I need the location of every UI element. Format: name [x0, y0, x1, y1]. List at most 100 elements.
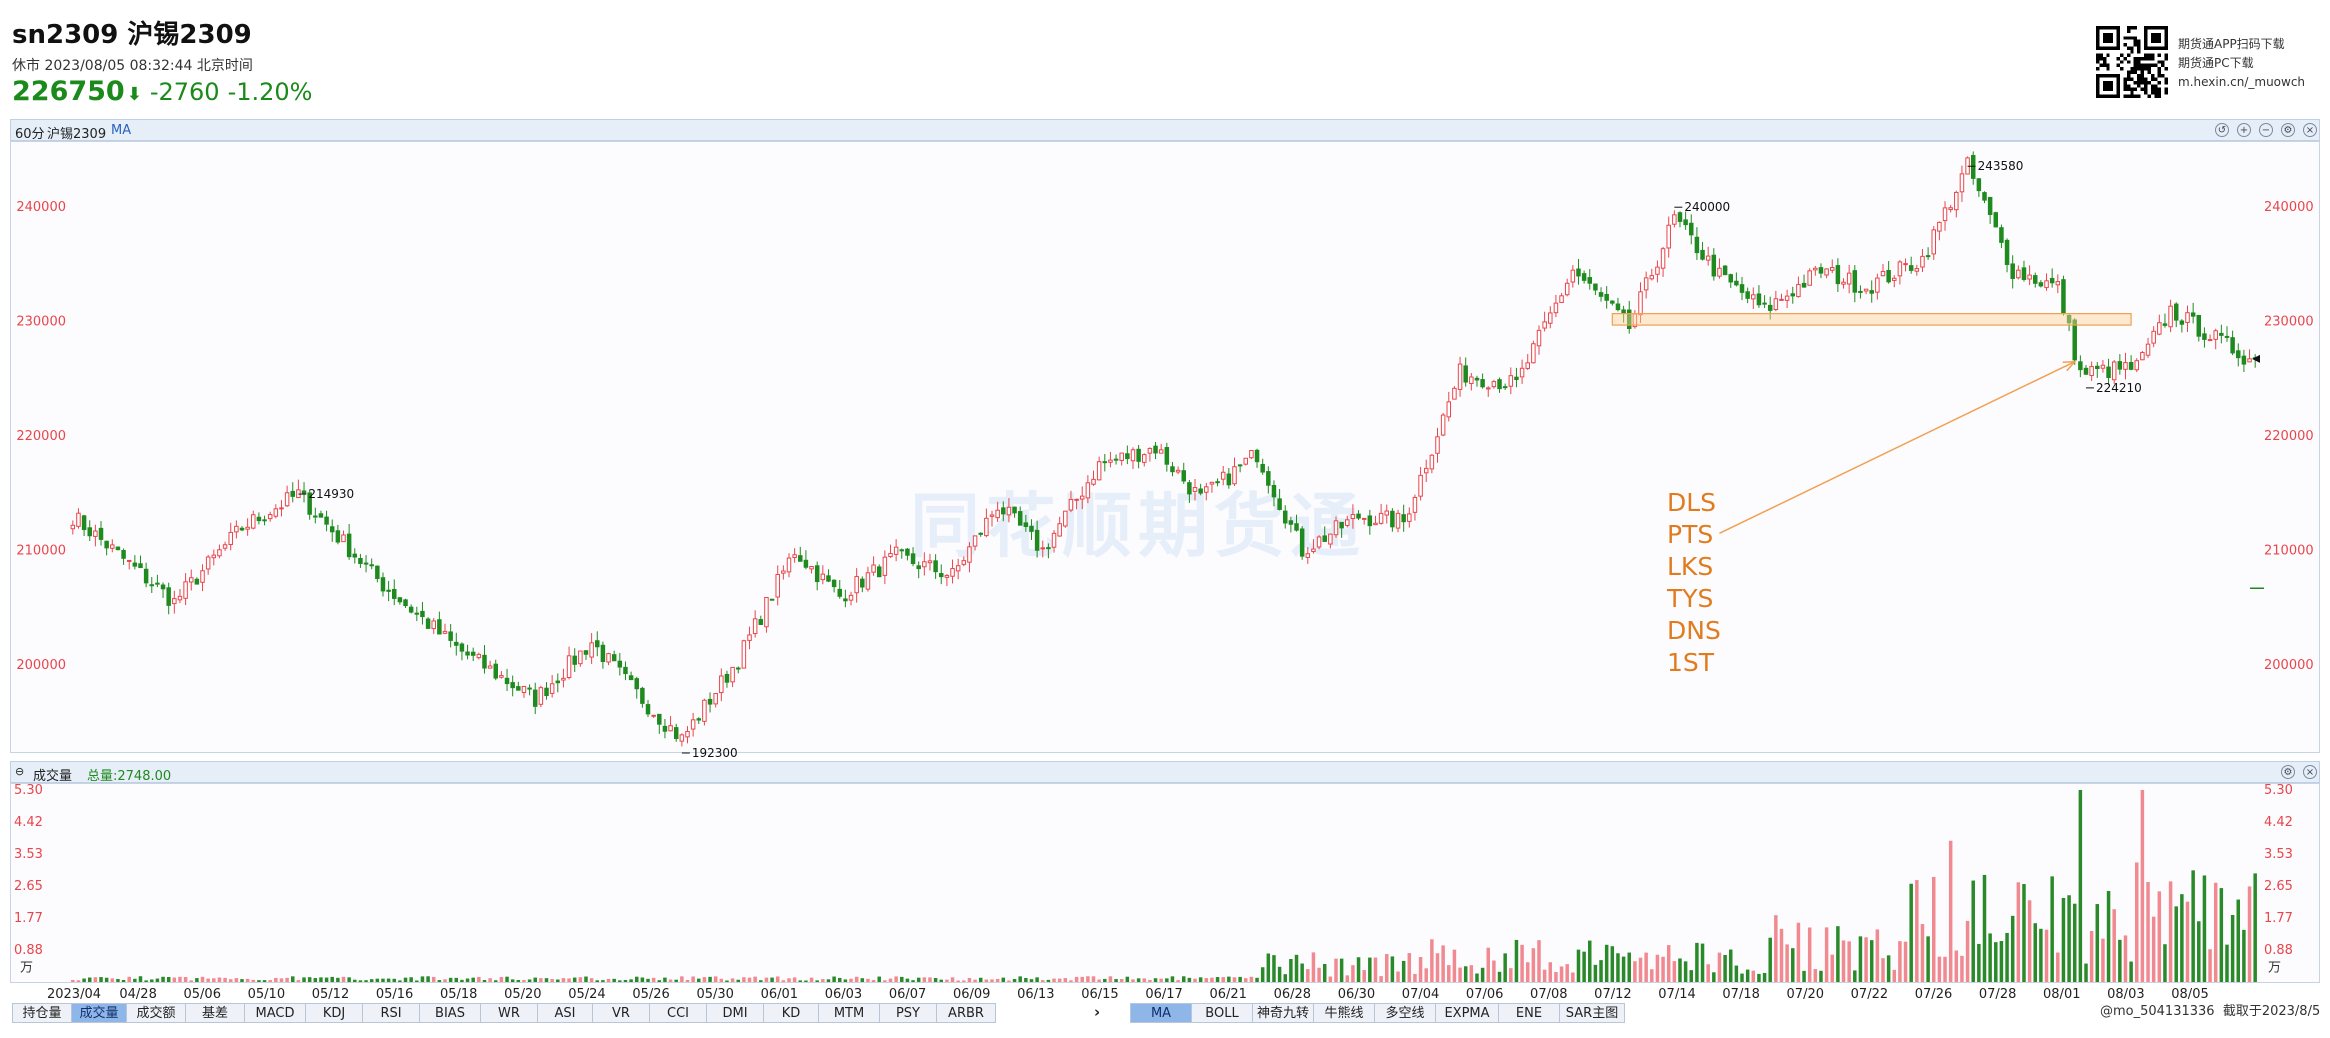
- candle-body: [1418, 474, 1423, 497]
- candle-body: [1356, 513, 1361, 519]
- volume-bar: [1204, 978, 1209, 982]
- candle-body: [961, 560, 967, 565]
- tab-10[interactable]: VR: [592, 1003, 650, 1023]
- tab-0[interactable]: 持仓量: [12, 1003, 72, 1023]
- candle-body: [290, 490, 295, 497]
- candle-body: [1260, 463, 1265, 473]
- reset-icon[interactable]: ↺: [2215, 123, 2229, 137]
- indicator-tab-0[interactable]: MA: [1130, 1003, 1192, 1023]
- candle-body: [837, 588, 842, 597]
- indicator-tab-1[interactable]: BOLL: [1191, 1003, 1253, 1023]
- candle-body: [1790, 293, 1796, 297]
- main-panel-toolbar: 60分 沪锡2309 MA ↺ + − ⚙ ×: [10, 119, 2320, 142]
- volume-bar: [1283, 974, 1287, 982]
- volume-bar: [212, 978, 216, 982]
- price-tick-right: 230000: [2264, 315, 2314, 330]
- volume-bar: [2146, 882, 2150, 982]
- indicator-tab-4[interactable]: 多空线: [1374, 1003, 1436, 1023]
- volume-bar: [1119, 979, 1124, 982]
- promo-app[interactable]: 期货通APP扫码下载: [2178, 37, 2285, 51]
- candle-body: [363, 562, 369, 565]
- tab-1[interactable]: 成交量: [71, 1003, 127, 1023]
- tab-5[interactable]: KDJ: [305, 1003, 363, 1023]
- promo-url[interactable]: m.hexin.cn/_muowch: [2178, 75, 2306, 89]
- volume-bar: [2022, 884, 2026, 982]
- price-label: 243580: [1978, 159, 2024, 173]
- volume-bar: [307, 977, 312, 982]
- candle-body: [1858, 290, 1863, 293]
- indicator-tab-5[interactable]: EXPMA: [1435, 1003, 1499, 1023]
- tab-13[interactable]: KD: [763, 1003, 819, 1023]
- volume-bar: [702, 977, 707, 982]
- tab-2[interactable]: 成交额: [126, 1003, 186, 1023]
- tab-11[interactable]: CCI: [649, 1003, 707, 1023]
- volume-bar: [1086, 976, 1090, 982]
- tab-14[interactable]: MTM: [818, 1003, 880, 1023]
- volume-bar: [398, 980, 402, 982]
- tab-15[interactable]: PSY: [879, 1003, 937, 1023]
- tab-3[interactable]: 基差: [185, 1003, 245, 1023]
- candle-body: [561, 677, 566, 681]
- chevron-right-icon[interactable]: ›: [1094, 1003, 1101, 1021]
- candle-body: [93, 530, 98, 537]
- annotation-item: DLS: [1667, 488, 1717, 517]
- close-icon[interactable]: ×: [2303, 765, 2317, 779]
- period-label[interactable]: 60分: [15, 127, 45, 142]
- volume-total: 总量:2748.00: [87, 769, 172, 784]
- indicator-tab-6[interactable]: ENE: [1498, 1003, 1560, 1023]
- candle-body: [1232, 466, 1237, 485]
- indicator-tab-2[interactable]: 神奇九转: [1252, 1003, 1314, 1023]
- volume-bar: [911, 980, 915, 982]
- volume-bar: [1390, 956, 1395, 982]
- collapse-icon[interactable]: ⊖: [15, 765, 25, 778]
- volume-bar: [1131, 979, 1135, 982]
- x-tick-label: 05/24: [568, 987, 605, 1002]
- x-tick-label: 05/10: [248, 987, 285, 1002]
- volume-bar: [1300, 963, 1304, 982]
- volume-bar: [127, 976, 131, 982]
- volume-bar: [1035, 977, 1039, 982]
- volume-bar: [358, 980, 363, 982]
- indicator-label[interactable]: MA: [111, 123, 132, 138]
- candle-body: [809, 565, 814, 570]
- volume-bar: [2168, 881, 2173, 982]
- volume-tick-right: 3.53: [2264, 847, 2293, 862]
- x-tick-label: 07/12: [1594, 987, 1631, 1002]
- annotation-item: PTS: [1667, 520, 1714, 549]
- volume-bar: [1322, 964, 1327, 982]
- tab-8[interactable]: WR: [480, 1003, 538, 1023]
- candle-body: [1593, 283, 1598, 291]
- candle-body: [989, 514, 995, 517]
- settings-icon[interactable]: ⚙: [2281, 765, 2295, 779]
- tab-6[interactable]: RSI: [362, 1003, 420, 1023]
- candle-body: [865, 572, 871, 590]
- volume-bar: [1565, 964, 1569, 982]
- x-tick-label: 06/01: [761, 987, 798, 1002]
- volume-bar: [1187, 977, 1192, 982]
- settings-icon[interactable]: ⚙: [2281, 123, 2295, 137]
- indicator-tab-7[interactable]: SAR主图: [1559, 1003, 1625, 1023]
- volume-bar: [302, 977, 306, 982]
- candle-body: [775, 574, 780, 598]
- zoom-in-icon[interactable]: +: [2237, 123, 2251, 137]
- tab-7[interactable]: BIAS: [419, 1003, 481, 1023]
- tab-9[interactable]: ASI: [537, 1003, 593, 1023]
- volume-bar: [1114, 979, 1118, 982]
- zoom-out-icon[interactable]: −: [2259, 123, 2273, 137]
- volume-bar: [1097, 979, 1101, 982]
- candle-body: [1841, 281, 1846, 285]
- indicator-tab-3[interactable]: 牛熊线: [1313, 1003, 1375, 1023]
- volume-bar: [866, 978, 870, 982]
- price-tick-left: 240000: [16, 200, 66, 215]
- promo-pc[interactable]: 期货通PC下载: [2178, 56, 2254, 70]
- candle-body: [1677, 212, 1683, 222]
- candle-body: [329, 526, 335, 533]
- volume-bar: [1091, 976, 1096, 982]
- tab-4[interactable]: MACD: [244, 1003, 306, 1023]
- tab-16[interactable]: ARBR: [936, 1003, 996, 1023]
- volume-bar: [849, 978, 853, 982]
- candle-body: [1029, 525, 1034, 532]
- tab-12[interactable]: DMI: [706, 1003, 764, 1023]
- close-icon[interactable]: ×: [2303, 123, 2317, 137]
- candle-body: [1079, 495, 1085, 500]
